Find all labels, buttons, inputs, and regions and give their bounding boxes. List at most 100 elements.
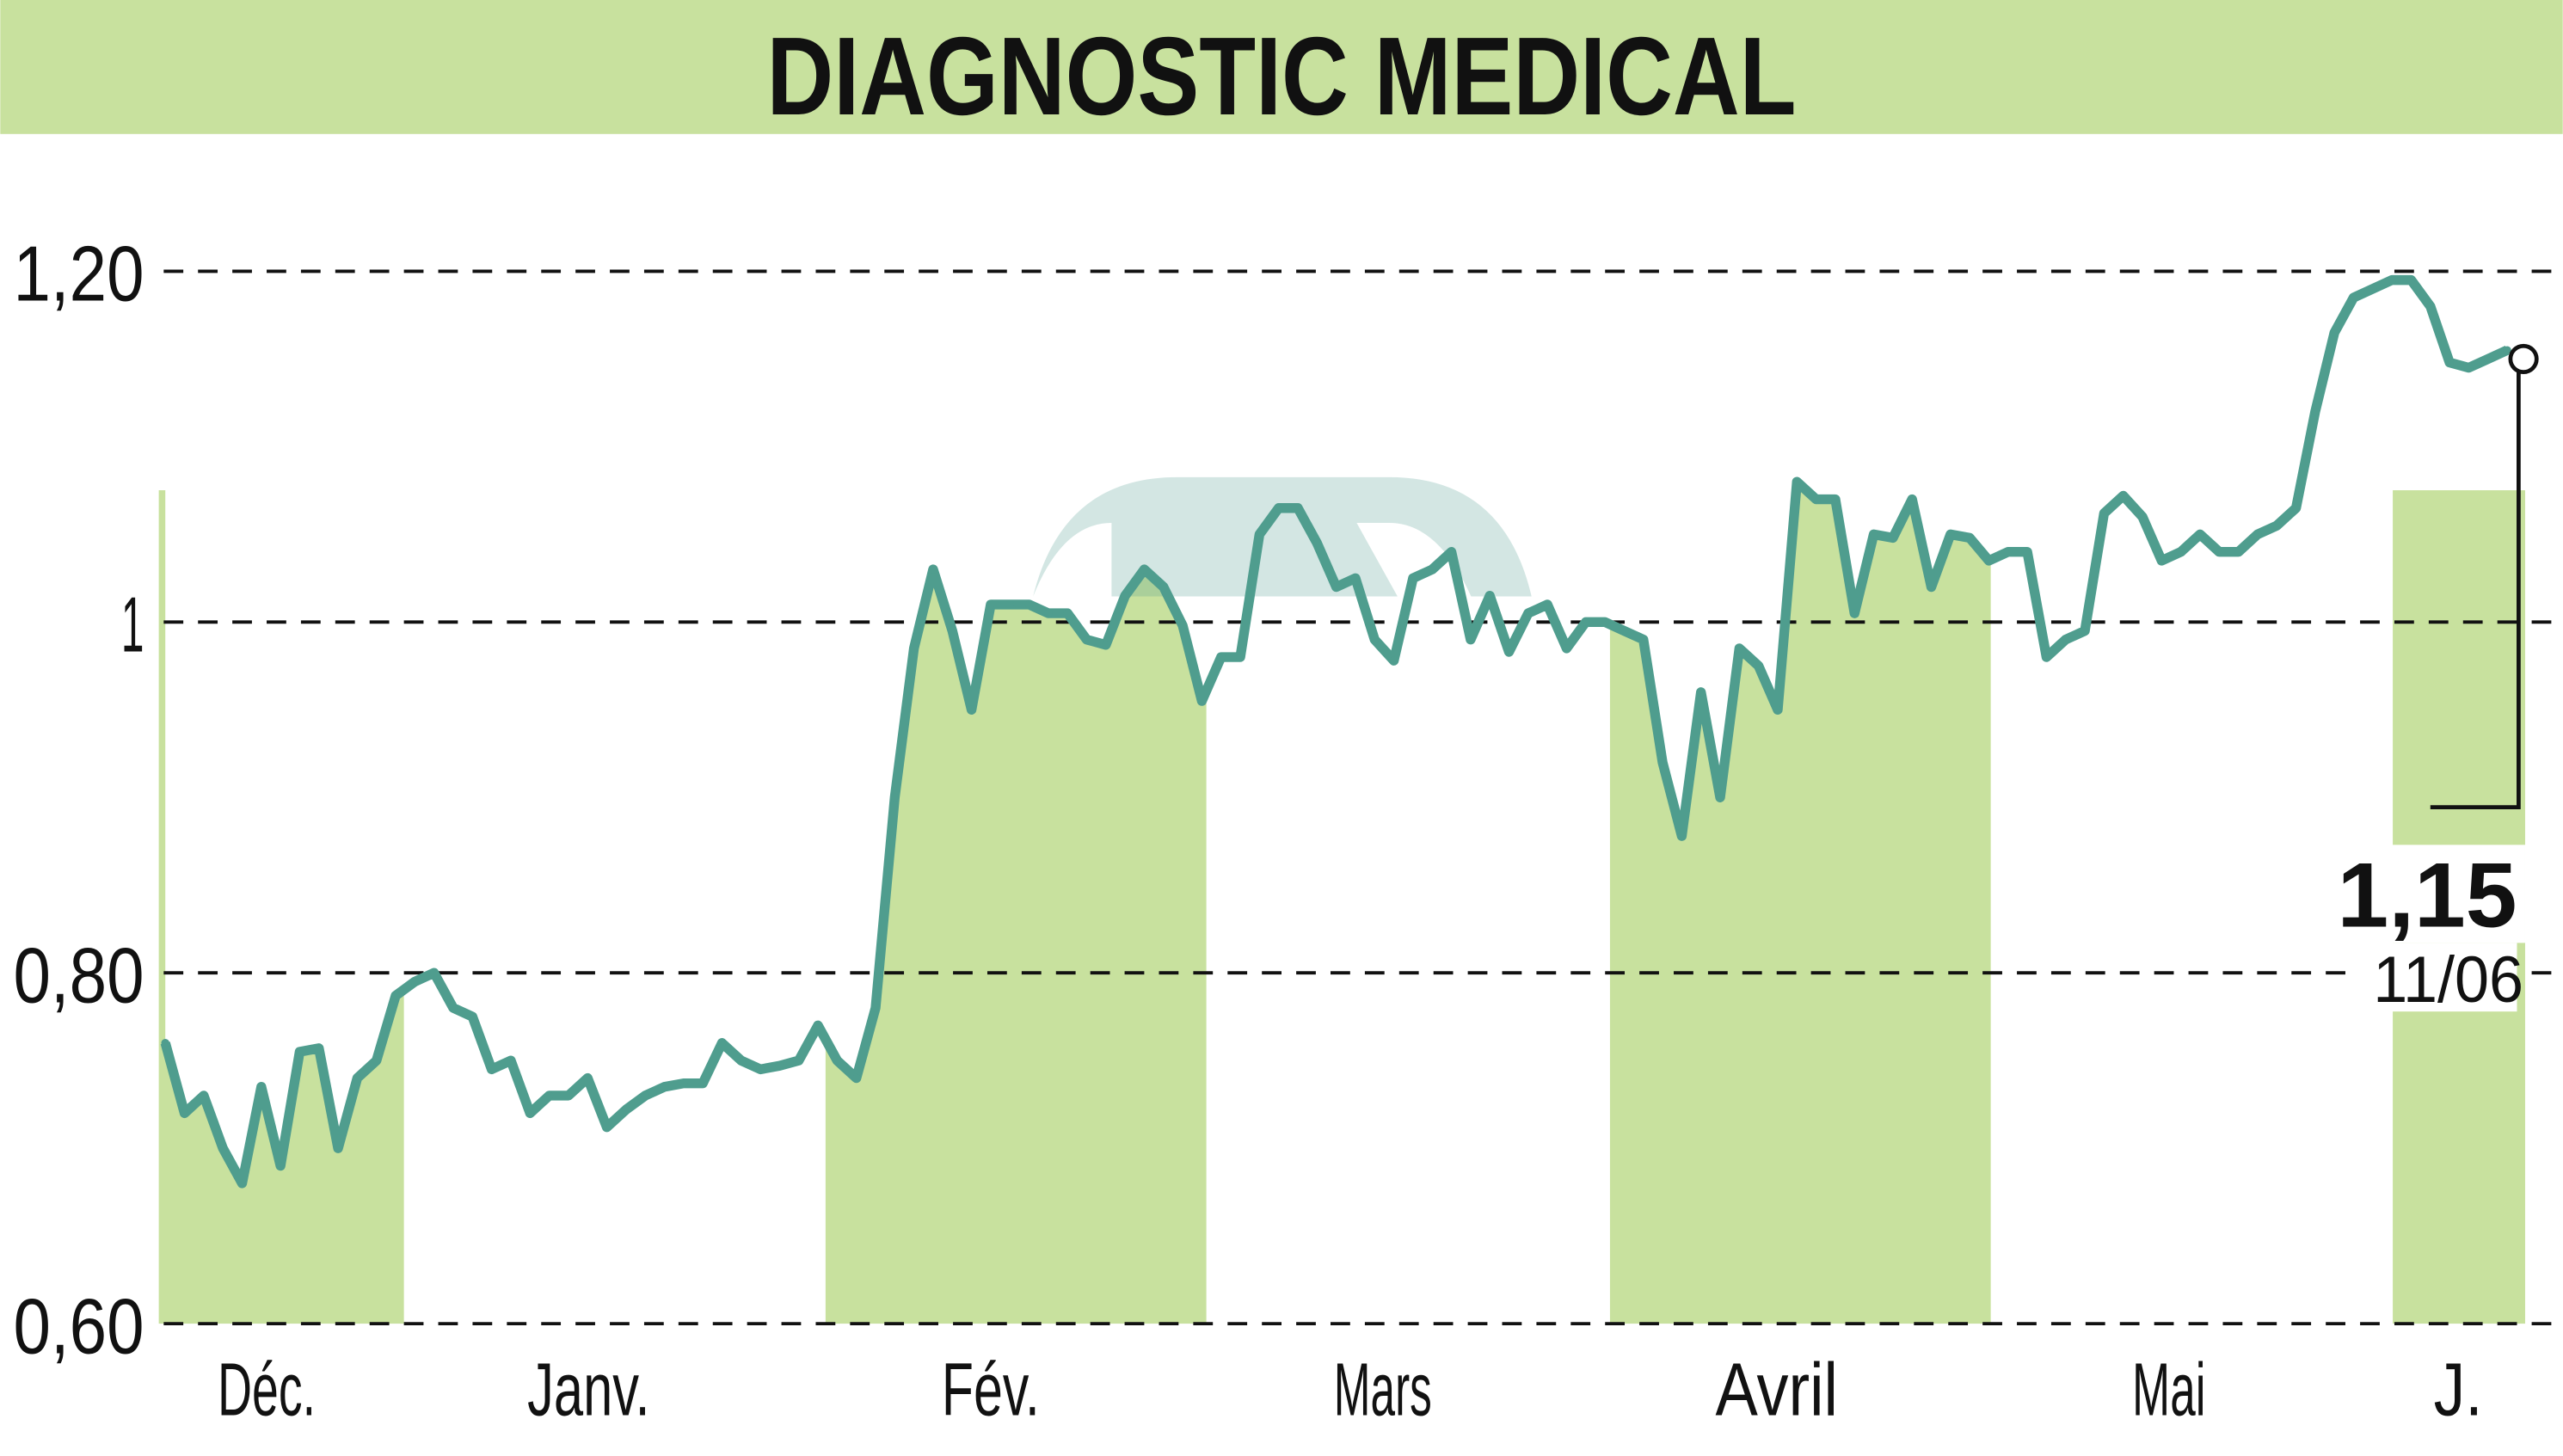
- data-point: [948, 626, 957, 636]
- data-point: [1639, 635, 1648, 644]
- data-point: [1582, 617, 1590, 627]
- data-point: [487, 1065, 496, 1074]
- data-point: [2406, 275, 2416, 285]
- data-point: [1984, 556, 1994, 565]
- data-point: [257, 1083, 266, 1091]
- data-point: [1331, 582, 1341, 592]
- data-point: [1216, 653, 1226, 661]
- data-point: [237, 1179, 247, 1188]
- data-point: [429, 968, 439, 977]
- data-point: [756, 1065, 765, 1074]
- x-tick-label: Fév.: [942, 1347, 1040, 1431]
- data-point: [1005, 600, 1014, 609]
- data-point: [2426, 302, 2435, 310]
- chart-title: DIAGNOSTIC MEDICAL: [766, 15, 1796, 138]
- data-point: [909, 644, 919, 653]
- data-point: [1428, 565, 1436, 574]
- data-point: [2138, 513, 2147, 521]
- data-point: [794, 1056, 803, 1065]
- data-point: [1562, 644, 1571, 653]
- above-line-mask: [165, 147, 2563, 1183]
- data-point: [1466, 635, 1475, 644]
- data-point: [1677, 832, 1687, 840]
- data-point: [2215, 547, 2224, 556]
- x-tick-label: Mars: [1334, 1347, 1432, 1431]
- data-point: [1389, 656, 1398, 665]
- data-point: [2023, 547, 2031, 556]
- data-point: [2445, 358, 2454, 367]
- data-point: [2464, 363, 2474, 372]
- data-point: [775, 1061, 784, 1071]
- data-point: [2253, 530, 2262, 539]
- x-tick-label: J.: [2434, 1347, 2483, 1431]
- data-point: [2157, 556, 2167, 565]
- data-point: [1370, 635, 1380, 644]
- data-point: [1409, 574, 1417, 583]
- y-tick-label: 1: [121, 581, 144, 669]
- data-point: [1811, 495, 1821, 504]
- data-point: [2484, 354, 2492, 364]
- data-point: [544, 1091, 554, 1100]
- data-point: [1850, 609, 1859, 617]
- data-point: [1294, 503, 1302, 513]
- data-point: [679, 1078, 688, 1088]
- x-tick-label: Avril: [1715, 1347, 1838, 1431]
- last-point-marker: [2508, 343, 2539, 374]
- data-point: [2330, 329, 2339, 337]
- data-point: [1063, 609, 1072, 617]
- data-point: [2272, 521, 2282, 530]
- last-label-bg: [2320, 845, 2525, 943]
- data-point: [1524, 609, 1533, 617]
- data-point: [2311, 407, 2320, 416]
- data-point: [507, 1056, 515, 1065]
- data-point: [1601, 617, 1609, 627]
- watermark-logo: [1033, 476, 1532, 597]
- data-point: [218, 1144, 227, 1152]
- right-margin: [2524, 147, 2563, 1324]
- date-label-bg: [2353, 943, 2517, 1012]
- data-point: [2196, 530, 2204, 539]
- data-point: [1792, 477, 1802, 486]
- data-point: [1965, 533, 1974, 543]
- data-point: [372, 1056, 381, 1065]
- title-bar: [0, 0, 2563, 134]
- data-point: [2234, 547, 2243, 556]
- data-point: [929, 565, 937, 574]
- data-point: [564, 1091, 573, 1100]
- data-point: [2118, 491, 2128, 501]
- data-point: [1447, 547, 1456, 556]
- data-point: [410, 977, 420, 986]
- data-point: [391, 991, 400, 1000]
- x-tick-label: Mai: [2132, 1347, 2206, 1431]
- data-point: [1946, 530, 1955, 539]
- data-point: [1889, 533, 1897, 543]
- data-point: [851, 1073, 861, 1083]
- data-point: [814, 1021, 822, 1030]
- data-point: [315, 1044, 323, 1053]
- data-point: [1696, 688, 1706, 697]
- data-point: [986, 600, 995, 609]
- data-point: [526, 1109, 535, 1118]
- data-point: [2042, 653, 2051, 661]
- data-point: [334, 1144, 342, 1152]
- data-point: [468, 1012, 477, 1021]
- data-point: [1178, 621, 1187, 630]
- last-value: 1,15: [2337, 844, 2517, 946]
- data-point: [1255, 530, 1264, 539]
- data-point: [161, 1039, 169, 1047]
- data-point: [1754, 661, 1763, 671]
- data-point: [1716, 793, 1724, 802]
- data-point: [2062, 635, 2070, 644]
- data-point: [2291, 503, 2301, 513]
- data-point: [1773, 705, 1782, 715]
- data-point: [2081, 626, 2089, 636]
- data-point: [967, 705, 976, 715]
- y-tick-label: 1,20: [14, 230, 144, 318]
- data-point: [641, 1091, 649, 1100]
- data-point: [717, 1039, 727, 1047]
- data-point: [583, 1073, 592, 1083]
- data-point: [353, 1073, 362, 1083]
- data-point: [1504, 648, 1514, 656]
- data-point: [602, 1122, 612, 1132]
